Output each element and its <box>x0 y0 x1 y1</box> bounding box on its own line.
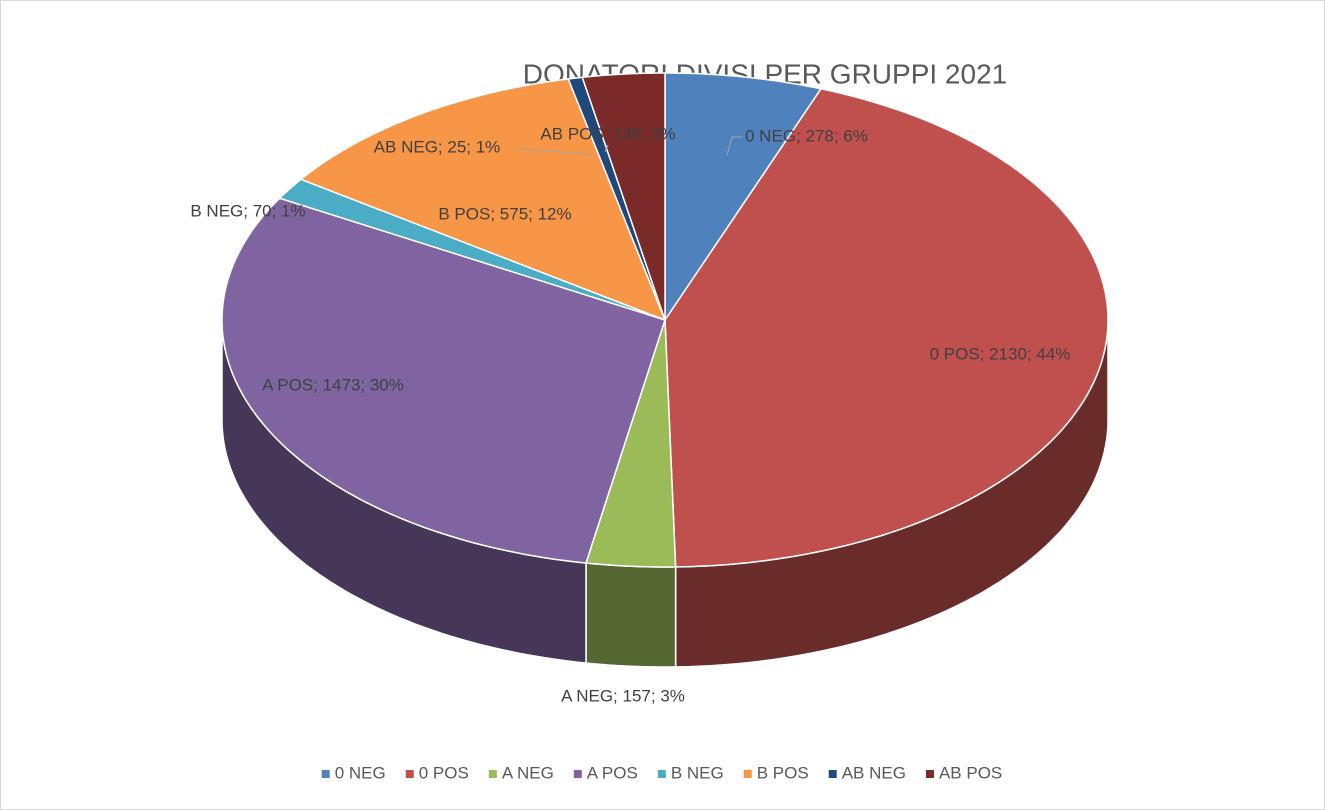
data-label: A POS; 1473; 30% <box>262 375 404 394</box>
slice-side <box>585 562 677 668</box>
slice <box>278 178 666 321</box>
legend-label: AB POS <box>939 763 1002 782</box>
legend-label: B NEG <box>671 763 724 782</box>
legend-marker <box>925 770 934 778</box>
leader-line <box>604 144 609 153</box>
slice <box>664 72 823 323</box>
legend-label: A POS <box>587 763 638 782</box>
slice <box>584 319 677 568</box>
legend-marker <box>321 770 330 778</box>
legend-label: AB NEG <box>842 763 906 782</box>
slice <box>299 78 667 322</box>
leader-line <box>514 147 596 156</box>
legend-marker <box>657 770 666 778</box>
leader-line <box>726 136 742 156</box>
data-label: B NEG; 70; 1% <box>190 201 305 220</box>
data-label: 0 NEG; 278; 6% <box>745 126 868 145</box>
data-label: A NEG; 157; 3% <box>561 686 685 705</box>
data-label: AB NEG; 25; 1% <box>374 137 501 156</box>
legend-label: B POS <box>757 763 809 782</box>
legend-label: 0 POS <box>419 763 469 782</box>
legend-marker <box>828 770 837 778</box>
slice <box>664 87 1109 568</box>
slice <box>221 197 666 564</box>
legend-marker <box>488 770 497 778</box>
legend-label: A NEG <box>502 763 554 782</box>
data-label: 0 POS; 2130; 44% <box>930 344 1071 363</box>
legend-marker <box>405 770 414 778</box>
legend-marker <box>573 770 582 778</box>
legend: 0 NEG 0 POS A NEG A POS B NEG B POS AB NEG AB P… <box>321 763 1002 782</box>
data-label: AB POS; 145; 3% <box>540 124 675 143</box>
legend-label: 0 NEG <box>335 763 386 782</box>
slice <box>581 72 666 321</box>
data-label: B POS; 575; 12% <box>438 204 571 223</box>
legend-marker <box>743 770 752 778</box>
